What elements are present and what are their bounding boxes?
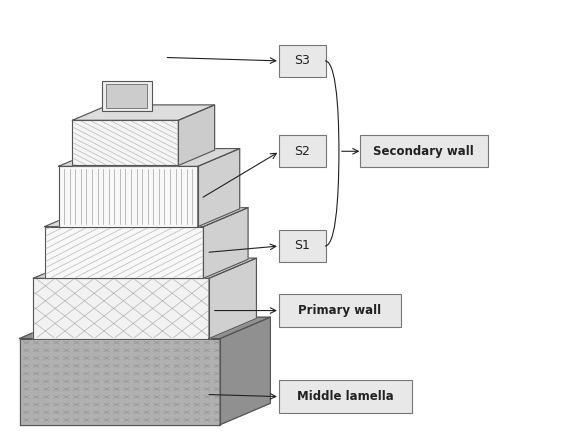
Polygon shape xyxy=(44,208,248,227)
FancyBboxPatch shape xyxy=(106,84,148,109)
FancyBboxPatch shape xyxy=(279,381,413,413)
FancyBboxPatch shape xyxy=(360,135,488,167)
Polygon shape xyxy=(33,278,209,338)
Polygon shape xyxy=(33,258,256,278)
Polygon shape xyxy=(20,338,220,425)
FancyBboxPatch shape xyxy=(102,81,152,111)
Polygon shape xyxy=(203,208,248,278)
FancyBboxPatch shape xyxy=(279,230,326,262)
Polygon shape xyxy=(73,120,178,166)
Text: S2: S2 xyxy=(294,145,310,158)
Polygon shape xyxy=(209,258,256,338)
Text: Primary wall: Primary wall xyxy=(298,304,382,317)
Polygon shape xyxy=(59,149,240,167)
Polygon shape xyxy=(220,317,270,425)
Polygon shape xyxy=(178,105,215,166)
Polygon shape xyxy=(198,149,240,227)
FancyBboxPatch shape xyxy=(279,135,326,167)
Text: S1: S1 xyxy=(294,239,310,252)
Text: Middle lamella: Middle lamella xyxy=(297,390,394,403)
Polygon shape xyxy=(59,167,198,227)
FancyBboxPatch shape xyxy=(279,45,326,77)
Polygon shape xyxy=(73,105,215,120)
Text: Secondary wall: Secondary wall xyxy=(373,145,474,158)
FancyBboxPatch shape xyxy=(279,294,401,327)
Polygon shape xyxy=(20,317,270,338)
Text: S3: S3 xyxy=(294,54,310,68)
Polygon shape xyxy=(44,227,203,278)
